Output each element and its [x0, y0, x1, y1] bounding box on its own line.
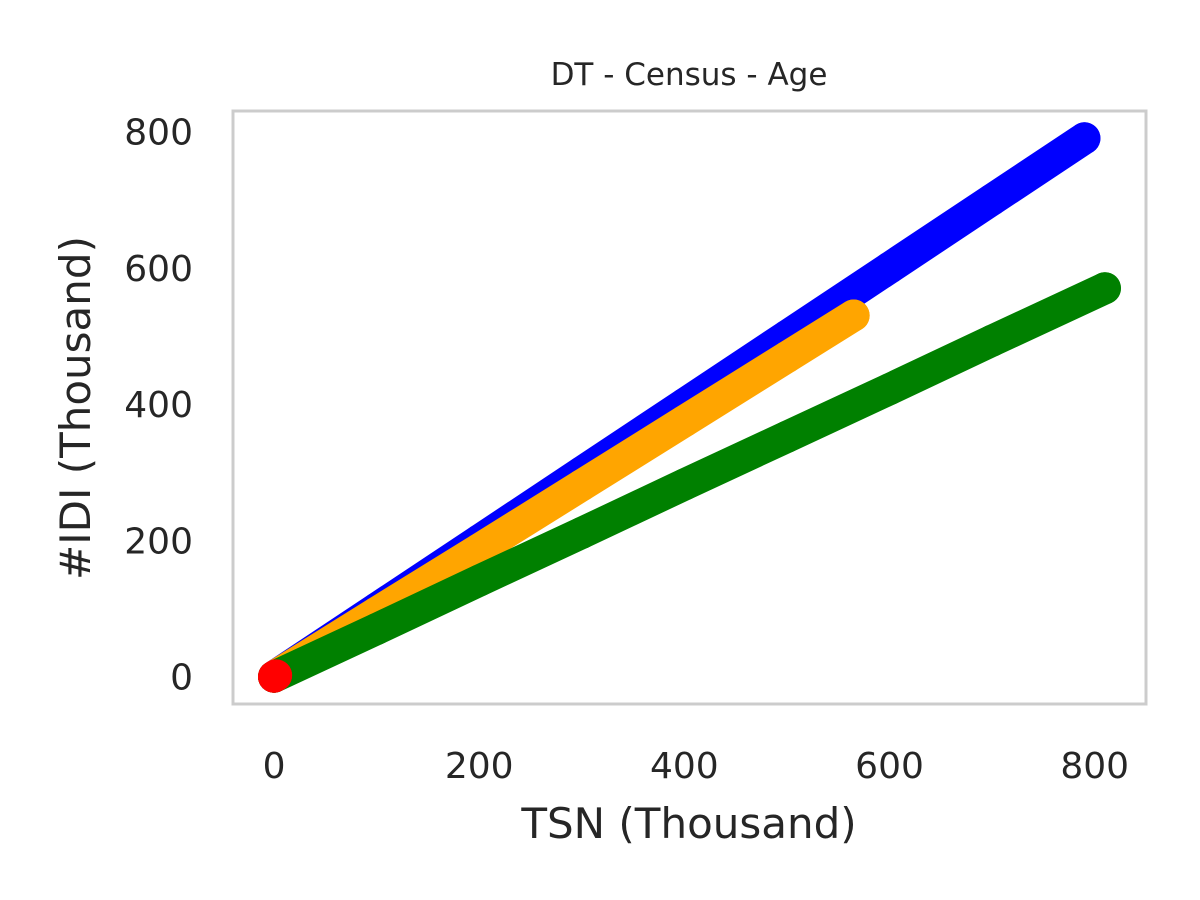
- chart-title: DT - Census - Age: [551, 57, 828, 93]
- x-tick-label: 600: [855, 746, 924, 787]
- data-point: [668, 405, 701, 438]
- series-2: [258, 272, 1121, 693]
- data-point: [260, 659, 293, 692]
- data-point: [463, 533, 496, 566]
- data-point: [1068, 122, 1101, 155]
- y-tick-labels: 0 200 400 600 800: [124, 112, 193, 698]
- data-point: [463, 564, 496, 597]
- data-point: [770, 420, 803, 453]
- x-axis-label: TSN (Thousand): [520, 799, 856, 848]
- y-tick-label: 200: [124, 521, 193, 562]
- data-point: [360, 613, 393, 646]
- x-tick-labels: 0 200 400 600 800: [263, 746, 1129, 787]
- y-tick-label: 400: [124, 385, 193, 426]
- data-point: [668, 468, 701, 501]
- data-point: [837, 299, 870, 332]
- x-tick-label: 0: [263, 746, 286, 787]
- x-tick-label: 400: [650, 746, 719, 787]
- data-point: [976, 183, 1009, 216]
- data-point: [873, 373, 906, 406]
- data-point: [565, 469, 598, 502]
- data-point: [770, 341, 803, 374]
- y-tick-label: 0: [170, 658, 193, 699]
- y-axis-label: #IDI (Thousand): [51, 236, 100, 580]
- x-tick-label: 800: [1060, 746, 1129, 787]
- y-tick-label: 800: [124, 112, 193, 153]
- series-layer: [258, 122, 1121, 693]
- x-tick-label: 200: [445, 746, 514, 787]
- y-tick-label: 600: [124, 249, 193, 290]
- data-point: [1088, 272, 1121, 305]
- data-point: [976, 324, 1009, 357]
- data-point: [873, 251, 906, 284]
- series-3: [258, 659, 293, 693]
- data-point: [565, 516, 598, 549]
